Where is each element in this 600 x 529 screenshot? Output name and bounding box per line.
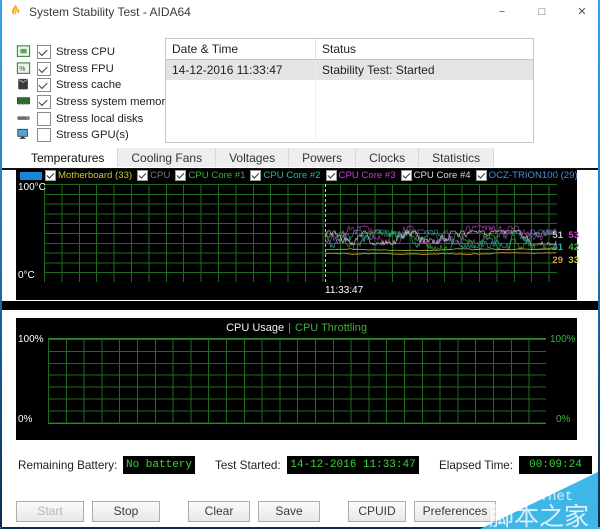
svg-text:%: % <box>19 66 25 73</box>
